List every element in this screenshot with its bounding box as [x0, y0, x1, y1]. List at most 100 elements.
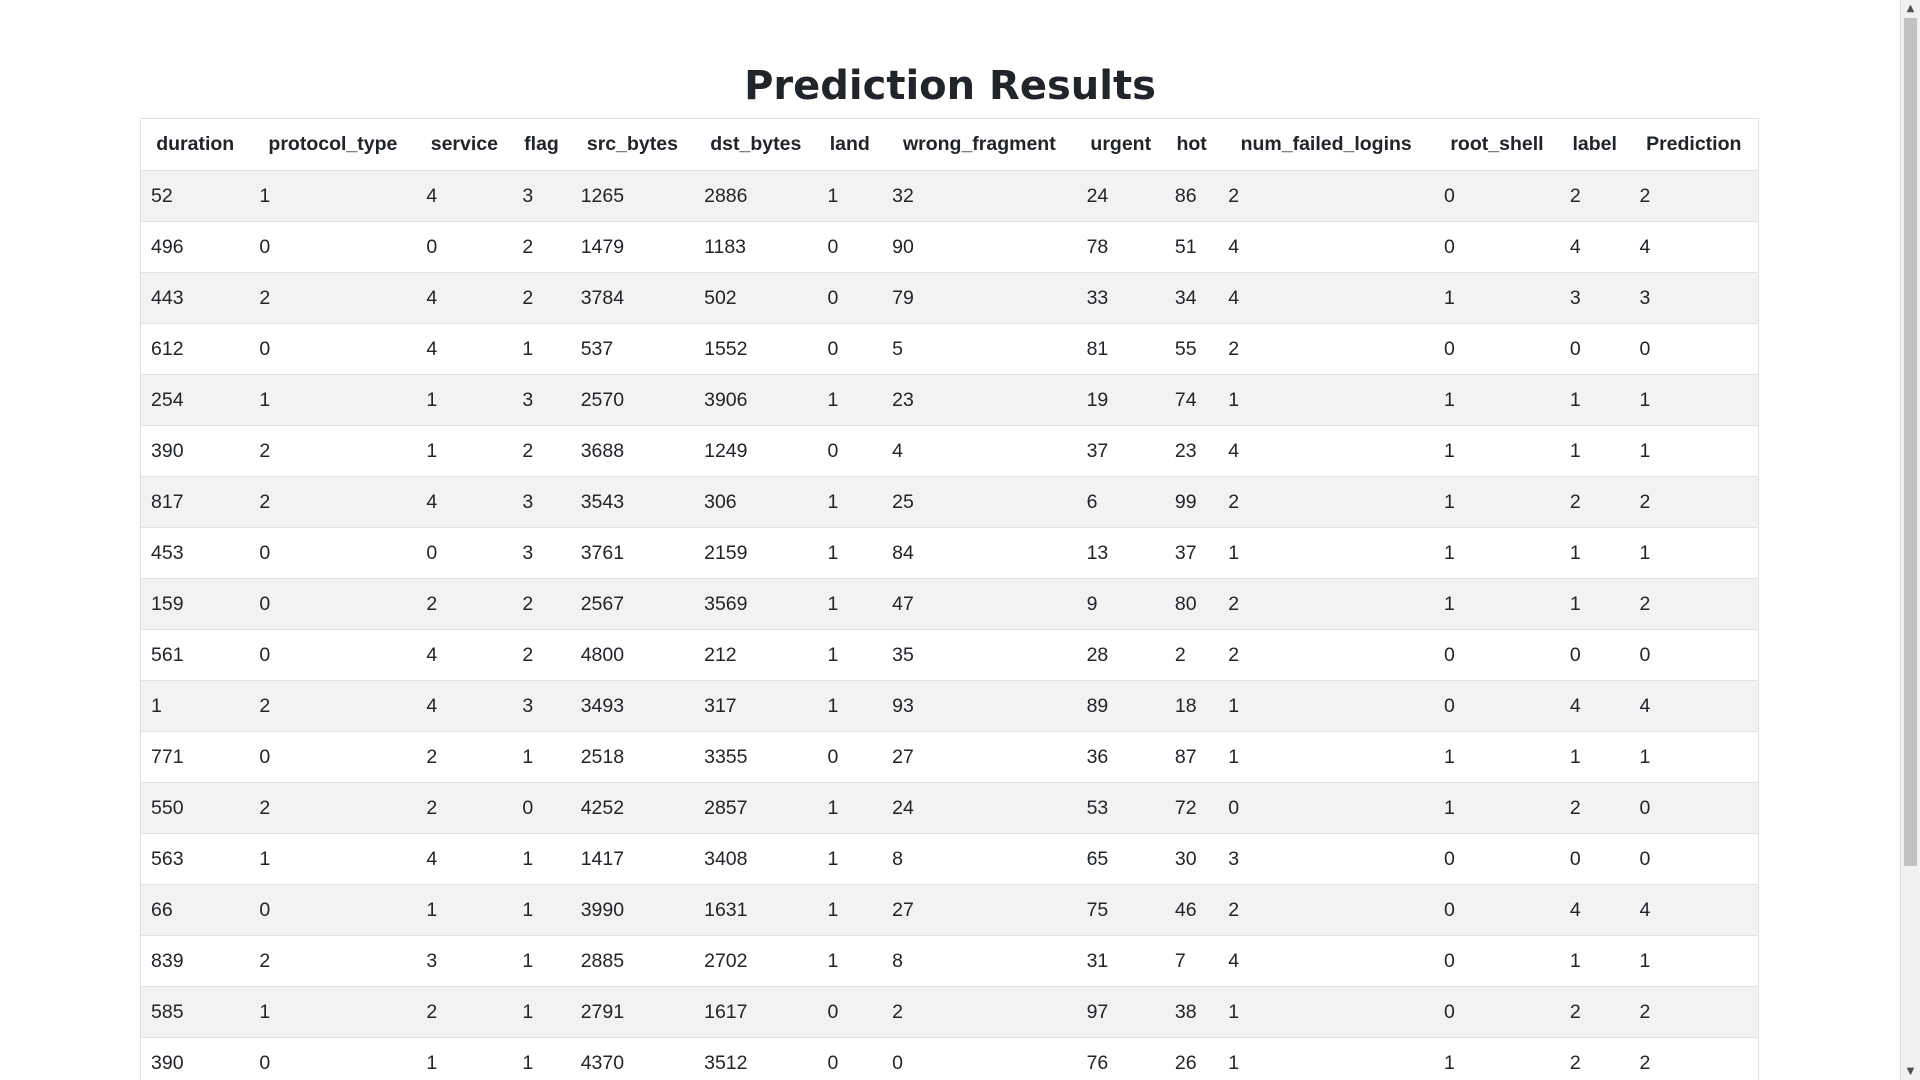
table-cell-duration: 612 [140, 323, 250, 375]
table-cell-hot: 74 [1164, 374, 1219, 426]
table-cell-root-shell: 1 [1434, 578, 1560, 630]
table-cell-dst-bytes: 2702 [694, 935, 818, 987]
table-row: 771 0 2 1 2518 3355 0 27 36 87 1 1 1 1 [140, 731, 1759, 783]
table-cell-duration: 563 [140, 833, 250, 885]
table-cell-src-bytes: 3543 [570, 476, 695, 528]
table-cell-num-failed-logins: 3 [1218, 833, 1435, 885]
table-cell-hot: 55 [1164, 323, 1219, 375]
table-cell-urgent: 13 [1076, 527, 1165, 579]
column-header-label: label [1559, 118, 1630, 171]
table-cell-label: 0 [1559, 629, 1630, 681]
table-cell-prediction: 0 [1629, 323, 1759, 375]
table-cell-dst-bytes: 2886 [694, 170, 818, 222]
table-cell-land: 1 [817, 782, 883, 834]
table-row: 1 2 4 3 3493 317 1 93 89 18 1 0 4 4 [140, 680, 1759, 732]
table-cell-flag: 1 [512, 323, 571, 375]
table-cell-urgent: 36 [1076, 731, 1165, 783]
table-cell-protocol-type: 0 [249, 578, 417, 630]
table-cell-service: 1 [416, 1037, 513, 1080]
scroll-thumb[interactable] [1904, 18, 1917, 866]
table-row: 254 1 1 3 2570 3906 1 23 19 74 1 1 1 1 [140, 374, 1759, 426]
table-cell-src-bytes: 2791 [570, 986, 695, 1038]
table-cell-prediction: 0 [1629, 629, 1759, 681]
table-cell-hot: 38 [1164, 986, 1219, 1038]
table-cell-protocol-type: 0 [249, 323, 417, 375]
column-header-dst-bytes: dst_bytes [694, 118, 818, 171]
table-cell-land: 1 [817, 833, 883, 885]
table-cell-prediction: 1 [1629, 527, 1759, 579]
table-cell-root-shell: 0 [1434, 833, 1560, 885]
table-row: 817 2 4 3 3543 306 1 25 6 99 2 1 2 2 [140, 476, 1759, 528]
table-cell-num-failed-logins: 0 [1218, 782, 1435, 834]
table-cell-num-failed-logins: 2 [1218, 578, 1435, 630]
table-row: 563 1 4 1 1417 3408 1 8 65 30 3 0 0 0 [140, 833, 1759, 885]
table-cell-land: 1 [817, 170, 883, 222]
table-cell-duration: 66 [140, 884, 250, 936]
table-cell-service: 2 [416, 578, 513, 630]
table-cell-num-failed-logins: 2 [1218, 323, 1435, 375]
table-cell-service: 4 [416, 833, 513, 885]
header-row: duration protocol_type service flag src_byte… [140, 118, 1759, 171]
table-cell-hot: 23 [1164, 425, 1219, 477]
table-cell-flag: 1 [512, 986, 571, 1038]
table-cell-wrong-fragment: 24 [882, 782, 1077, 834]
table-row: 550 2 2 0 4252 2857 1 24 53 72 0 1 2 0 [140, 782, 1759, 834]
table-cell-num-failed-logins: 4 [1218, 272, 1435, 324]
table-cell-root-shell: 1 [1434, 782, 1560, 834]
table-cell-dst-bytes: 1249 [694, 425, 818, 477]
table-cell-label: 4 [1559, 884, 1630, 936]
table-cell-flag: 3 [512, 527, 571, 579]
table-cell-service: 1 [416, 425, 513, 477]
table-cell-num-failed-logins: 1 [1218, 527, 1435, 579]
table-cell-root-shell: 0 [1434, 935, 1560, 987]
table-cell-land: 1 [817, 680, 883, 732]
table-cell-root-shell: 1 [1434, 374, 1560, 426]
table-cell-protocol-type: 0 [249, 1037, 417, 1080]
table-cell-land: 1 [817, 527, 883, 579]
table-cell-service: 4 [416, 272, 513, 324]
table-cell-label: 1 [1559, 527, 1630, 579]
table-cell-dst-bytes: 3408 [694, 833, 818, 885]
scroll-up-arrow-icon[interactable]: ▲ [1906, 3, 1915, 14]
column-header-service: service [416, 118, 513, 171]
table-row: 839 2 3 1 2885 2702 1 8 31 7 4 0 1 1 [140, 935, 1759, 987]
table-cell-land: 1 [817, 935, 883, 987]
table-cell-wrong-fragment: 93 [882, 680, 1077, 732]
table-body: 52 1 4 3 1265 2886 1 32 24 86 2 0 2 2 496 0 0 2 1479 1183 0 9… [140, 170, 1759, 1080]
table-cell-urgent: 76 [1076, 1037, 1165, 1080]
vertical-scrollbar[interactable]: ▲ ▼ [1900, 0, 1920, 1080]
table-cell-duration: 839 [140, 935, 250, 987]
table-cell-num-failed-logins: 2 [1218, 476, 1435, 528]
table-cell-wrong-fragment: 0 [882, 1037, 1077, 1080]
table-row: 496 0 0 2 1479 1183 0 90 78 51 4 0 4 4 [140, 221, 1759, 273]
table-cell-service: 2 [416, 731, 513, 783]
table-cell-protocol-type: 0 [249, 629, 417, 681]
table-cell-dst-bytes: 502 [694, 272, 818, 324]
table-cell-service: 0 [416, 221, 513, 273]
table-cell-urgent: 78 [1076, 221, 1165, 273]
table-cell-src-bytes: 3761 [570, 527, 695, 579]
table-cell-land: 1 [817, 476, 883, 528]
table-cell-wrong-fragment: 8 [882, 935, 1077, 987]
table-row: 66 0 1 1 3990 1631 1 27 75 46 2 0 4 4 [140, 884, 1759, 936]
table-cell-hot: 86 [1164, 170, 1219, 222]
column-header-root-shell: root_shell [1434, 118, 1560, 171]
table-cell-urgent: 89 [1076, 680, 1165, 732]
table-cell-urgent: 81 [1076, 323, 1165, 375]
scroll-down-arrow-icon[interactable]: ▼ [1906, 1066, 1915, 1077]
table-row: 159 0 2 2 2567 3569 1 47 9 80 2 1 1 2 [140, 578, 1759, 630]
table-cell-wrong-fragment: 27 [882, 731, 1077, 783]
table-cell-label: 1 [1559, 731, 1630, 783]
table-cell-service: 1 [416, 884, 513, 936]
table-cell-root-shell: 1 [1434, 1037, 1560, 1080]
table-cell-wrong-fragment: 35 [882, 629, 1077, 681]
table-cell-protocol-type: 1 [249, 170, 417, 222]
table-cell-root-shell: 0 [1434, 680, 1560, 732]
table-cell-num-failed-logins: 4 [1218, 221, 1435, 273]
table-cell-protocol-type: 0 [249, 527, 417, 579]
table-cell-dst-bytes: 2159 [694, 527, 818, 579]
table-cell-prediction: 1 [1629, 935, 1759, 987]
table-cell-dst-bytes: 3906 [694, 374, 818, 426]
table-cell-hot: 7 [1164, 935, 1219, 987]
table-cell-land: 0 [817, 425, 883, 477]
